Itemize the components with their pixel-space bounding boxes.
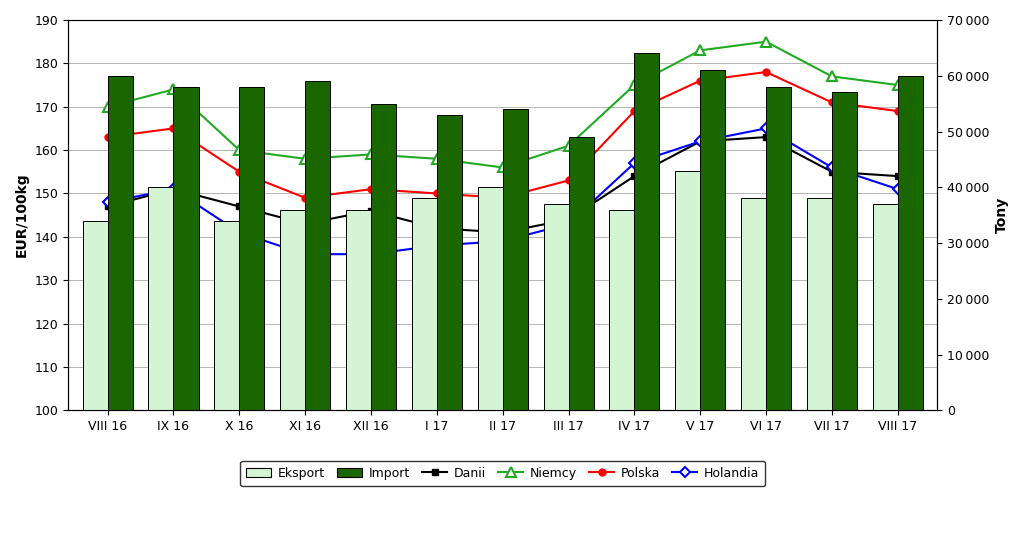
Bar bbox=[173, 87, 199, 410]
Bar bbox=[634, 53, 659, 410]
Bar bbox=[503, 109, 527, 410]
Bar bbox=[898, 76, 923, 410]
Bar bbox=[281, 209, 305, 410]
Bar bbox=[675, 171, 700, 410]
Bar bbox=[437, 115, 462, 410]
Bar bbox=[346, 209, 371, 410]
Bar bbox=[609, 209, 634, 410]
Bar bbox=[544, 204, 568, 410]
Y-axis label: EUR/100kg: EUR/100kg bbox=[15, 173, 29, 258]
Bar bbox=[807, 198, 831, 410]
Bar bbox=[240, 87, 264, 410]
Bar bbox=[108, 76, 133, 410]
Bar bbox=[831, 92, 857, 410]
Bar bbox=[214, 221, 240, 410]
Bar bbox=[568, 137, 594, 410]
Bar bbox=[412, 198, 437, 410]
Bar bbox=[477, 187, 503, 410]
Bar bbox=[305, 81, 330, 410]
Bar bbox=[872, 204, 898, 410]
Bar bbox=[766, 87, 792, 410]
Bar bbox=[741, 198, 766, 410]
Legend: Eksport, Import, Danii, Niemcy, Polska, Holandia: Eksport, Import, Danii, Niemcy, Polska, … bbox=[241, 460, 765, 486]
Bar bbox=[700, 70, 725, 410]
Bar bbox=[371, 104, 396, 410]
Y-axis label: Tony: Tony bbox=[995, 197, 1009, 234]
Bar bbox=[148, 187, 173, 410]
Bar bbox=[83, 221, 108, 410]
